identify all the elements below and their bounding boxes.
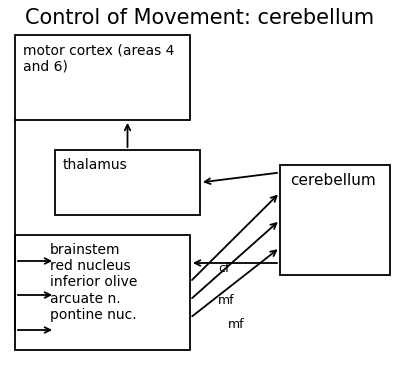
Bar: [15, 235, 190, 350]
Text: motor cortex (areas 4
and 6): motor cortex (areas 4 and 6): [23, 43, 174, 73]
Text: mf: mf: [218, 294, 235, 306]
Text: mf: mf: [228, 319, 245, 331]
Text: brainstem
red nucleus
inferior olive
arcuate n.
pontine nuc.: brainstem red nucleus inferior olive arc…: [50, 243, 137, 322]
Bar: [280, 165, 390, 275]
Text: Control of Movement: cerebellum: Control of Movement: cerebellum: [26, 8, 374, 28]
Text: thalamus: thalamus: [63, 158, 128, 172]
Bar: [15, 35, 190, 120]
Text: cerebellum: cerebellum: [290, 173, 376, 188]
Bar: [55, 150, 200, 215]
Text: cf: cf: [218, 262, 230, 275]
